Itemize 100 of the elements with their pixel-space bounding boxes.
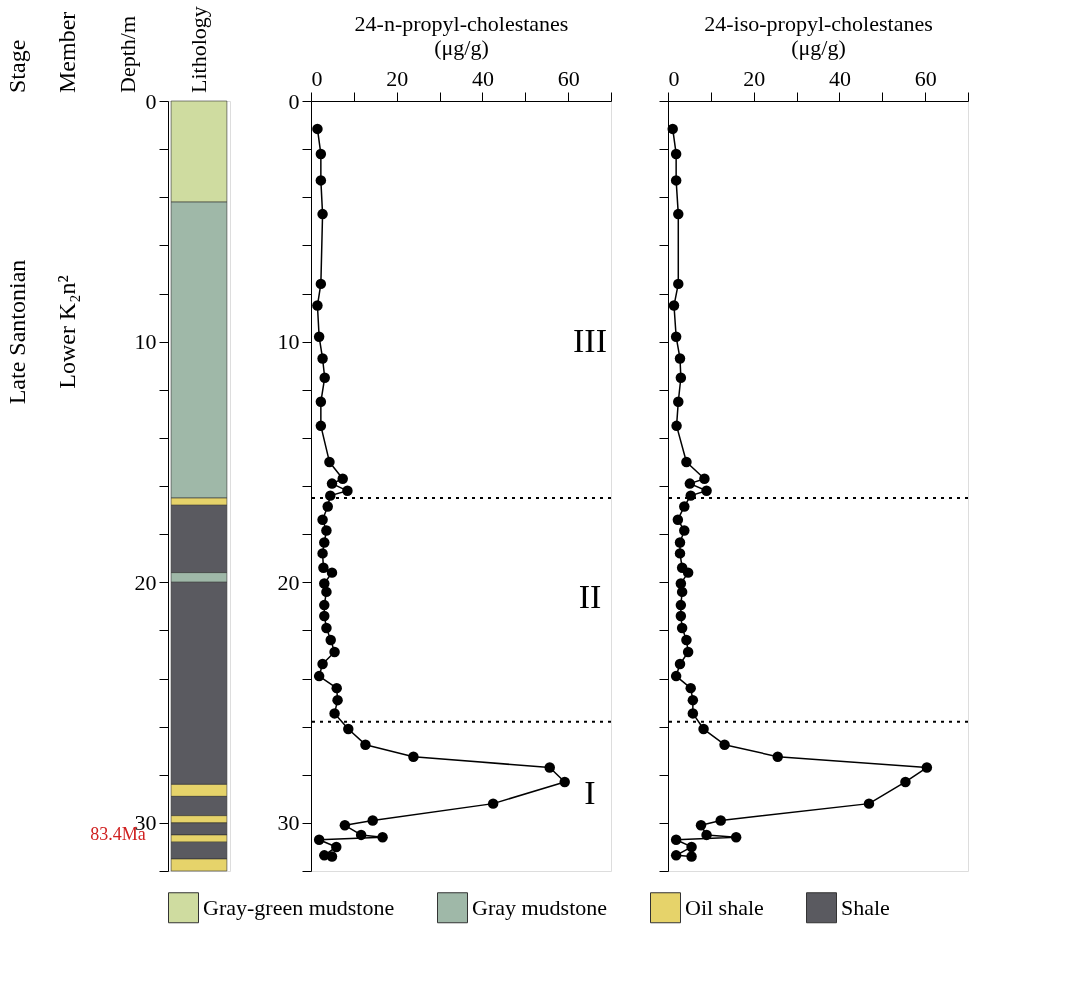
point xyxy=(900,776,911,788)
point xyxy=(670,148,682,160)
point xyxy=(679,501,690,512)
annotation: III xyxy=(573,321,607,359)
y-tick-label: 20 xyxy=(134,569,157,595)
point xyxy=(684,478,696,489)
x-tick-label: 20 xyxy=(386,65,409,91)
point xyxy=(321,525,332,536)
point xyxy=(317,353,328,364)
x-tick-label: 20 xyxy=(743,65,766,91)
point xyxy=(672,514,684,525)
point xyxy=(343,723,354,735)
point xyxy=(377,832,388,843)
point xyxy=(668,300,680,311)
point xyxy=(360,739,371,750)
legend-label: Oil shale xyxy=(685,894,764,920)
point xyxy=(319,610,330,622)
point xyxy=(681,456,692,468)
y-tick-label: 10 xyxy=(277,329,300,355)
point xyxy=(322,501,333,512)
x-tick-label: 60 xyxy=(914,65,937,91)
point xyxy=(315,175,327,186)
point xyxy=(670,175,682,186)
point xyxy=(675,610,687,622)
point xyxy=(337,473,348,485)
point xyxy=(674,658,686,670)
point xyxy=(319,599,330,611)
text: Member xyxy=(54,11,80,93)
point xyxy=(719,739,730,750)
text: Lower K₂n² xyxy=(54,275,80,389)
point xyxy=(715,815,726,826)
point xyxy=(355,829,367,841)
point xyxy=(670,834,682,845)
point xyxy=(329,708,340,719)
point xyxy=(674,548,686,559)
point xyxy=(313,331,325,343)
x-tick-label: 0 xyxy=(311,65,323,91)
point xyxy=(317,514,328,525)
x-tick-label: 40 xyxy=(828,65,851,91)
point xyxy=(332,694,343,706)
point xyxy=(863,798,875,809)
point xyxy=(317,208,328,220)
point xyxy=(698,723,709,735)
point xyxy=(331,841,342,853)
point xyxy=(408,751,419,762)
point xyxy=(674,353,686,364)
point xyxy=(319,537,330,548)
point xyxy=(559,776,570,788)
point xyxy=(671,420,682,432)
x-tick-label: 40 xyxy=(471,65,494,91)
point xyxy=(675,578,687,589)
point xyxy=(673,278,684,290)
point xyxy=(679,525,690,536)
point xyxy=(675,372,687,383)
x-axis-title: 24-iso-propyl-cholestanes (μg/g) xyxy=(704,10,933,60)
x-tick-label: 60 xyxy=(557,65,580,91)
y-tick-label: 20 xyxy=(277,569,300,595)
point xyxy=(331,682,342,694)
point xyxy=(687,694,699,706)
legend-label: Shale xyxy=(841,894,890,920)
point xyxy=(312,300,323,311)
point xyxy=(339,820,351,831)
text: Lithology xyxy=(186,6,211,93)
point xyxy=(319,372,330,383)
y-axis-title: Depth/m xyxy=(115,16,140,93)
y-tick-label: 30 xyxy=(277,810,300,836)
point xyxy=(676,586,688,598)
point xyxy=(667,123,678,135)
point xyxy=(326,567,338,578)
point xyxy=(315,278,327,290)
point xyxy=(701,829,712,841)
annotation: I xyxy=(584,774,596,811)
point xyxy=(681,634,692,646)
point xyxy=(670,850,682,861)
legend-label: Gray mudstone xyxy=(472,894,608,920)
point xyxy=(686,851,697,862)
point xyxy=(367,815,378,826)
y-tick-label: 0 xyxy=(288,88,300,114)
point xyxy=(342,485,353,497)
point xyxy=(319,578,330,589)
point xyxy=(699,473,710,485)
point xyxy=(313,834,325,845)
point xyxy=(321,622,332,634)
point xyxy=(676,622,688,634)
point xyxy=(670,331,682,343)
point xyxy=(325,490,336,501)
point xyxy=(675,599,687,611)
y-tick-label: 0 xyxy=(145,88,157,114)
y-tick-label: 10 xyxy=(134,329,157,355)
point xyxy=(544,762,555,773)
point xyxy=(687,708,699,719)
point xyxy=(324,456,335,468)
x-axis-title: 24-n-propyl-cholestanes (μg/g) xyxy=(354,10,569,60)
point xyxy=(326,851,338,862)
point xyxy=(315,396,327,408)
point xyxy=(921,762,933,773)
legend-label: Gray-green mudstone xyxy=(203,894,395,920)
x-tick-label: 0 xyxy=(668,65,680,91)
text: Stage xyxy=(4,39,30,93)
point xyxy=(317,658,328,670)
